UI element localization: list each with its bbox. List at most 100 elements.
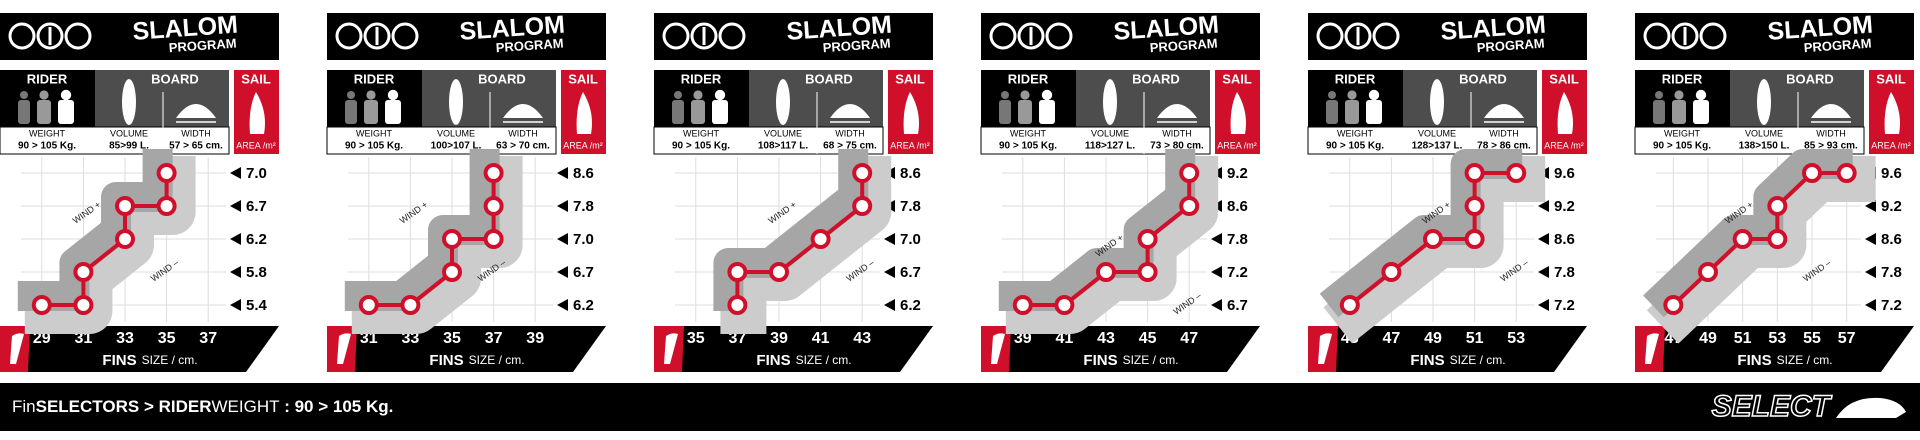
fin-logo (1318, 333, 1332, 364)
rider-icon (1326, 100, 1338, 124)
y-tick-label: 6.2 (900, 297, 921, 314)
width-value: 68 > 75 cm. (823, 141, 877, 152)
brand-icon (1836, 397, 1906, 418)
volume-value: 100>107 L. (431, 141, 482, 152)
x-tick-label: 49 (1424, 330, 1442, 347)
y-tick-label: 7.2 (1227, 264, 1248, 281)
width-label: WIDTH (508, 128, 538, 138)
board-label: BOARD (151, 71, 199, 86)
sail-icon (1557, 92, 1573, 134)
volume-value: 85>99 L. (109, 141, 149, 152)
x-tick-label: 41 (1056, 330, 1074, 347)
rider-icon (18, 100, 30, 124)
data-point (1054, 295, 1075, 315)
rider-icon (37, 100, 51, 124)
fin-logo (1645, 333, 1659, 364)
weight-label: WEIGHT (1337, 128, 1373, 138)
tick-marker (1211, 299, 1222, 311)
area-label: AREA /m² (236, 140, 276, 150)
logo-ring (363, 22, 391, 50)
width-value: 78 > 86 cm. (1477, 141, 1531, 152)
rider-label: RIDER (1662, 71, 1703, 86)
tick-marker (884, 266, 895, 278)
y-tick-label: 7.2 (1881, 297, 1902, 314)
data-point (1423, 229, 1443, 249)
y-tick-label: 7.2 (1554, 297, 1575, 314)
data-point (1339, 295, 1360, 315)
fins-bar (1001, 326, 1260, 372)
y-tick-label: 8.6 (1227, 198, 1248, 215)
data-point (1732, 229, 1753, 249)
footer-part: : 90 > 105 Kg. (280, 397, 394, 416)
y-tick-label: 7.8 (573, 198, 594, 215)
x-tick-label: 31 (360, 330, 378, 347)
fins-bar (347, 326, 606, 372)
rider-icon (60, 89, 72, 101)
annotation: WIND + (71, 199, 103, 225)
data-point (1506, 163, 1527, 183)
weight-label: WEIGHT (1664, 128, 1700, 138)
data-point (1096, 262, 1116, 282)
data-point (769, 262, 789, 282)
logo-ring (690, 22, 718, 50)
logo-ring (335, 22, 363, 50)
data-point (1698, 262, 1718, 282)
x-axis-label: FINS SIZE / cm. (1737, 352, 1832, 369)
rider-icon (1347, 90, 1357, 100)
sail-icon (1230, 92, 1246, 134)
y-tick-label: 7.0 (246, 165, 267, 182)
tick-marker (884, 299, 895, 311)
data-point (115, 229, 135, 249)
rider-icon (674, 91, 682, 99)
x-axis-label-main: FINS (102, 352, 136, 369)
tick-marker (557, 233, 568, 245)
x-axis-label-main: FINS (1410, 352, 1444, 369)
rider-label: RIDER (681, 71, 722, 86)
rider-icon (387, 89, 399, 101)
x-tick-label: 51 (1466, 330, 1484, 347)
x-tick-label: 45 (1139, 330, 1157, 347)
board-label: BOARD (478, 71, 526, 86)
data-point (73, 295, 94, 315)
width-value: 85 > 93 cm. (1804, 141, 1858, 152)
data-point (442, 262, 462, 282)
x-axis-label-main: FINS (756, 352, 790, 369)
data-point (1137, 262, 1158, 282)
rider-icon (1041, 89, 1053, 101)
x-tick-label: 31 (75, 330, 93, 347)
width-icon (830, 104, 870, 118)
x-tick-label: 35 (687, 330, 705, 347)
x-axis-label: FINS SIZE / cm. (756, 352, 851, 369)
data-point (442, 229, 462, 249)
width-label: WIDTH (1489, 128, 1519, 138)
footer-text: FinSELECTORS > RIDERWEIGHT : 90 > 105 Kg… (12, 397, 393, 416)
x-tick-label: 43 (853, 330, 871, 347)
x-axis-label: FINS SIZE / cm. (429, 352, 524, 369)
data-point (1464, 229, 1485, 249)
y-tick-label: 8.6 (573, 165, 594, 182)
data-point (1663, 295, 1684, 315)
header-strip (0, 126, 230, 155)
footer-bar (0, 383, 1920, 431)
y-tick-label: 6.2 (246, 231, 267, 248)
tick-marker (557, 200, 568, 212)
x-axis-label-unit: SIZE / cm. (796, 353, 852, 367)
rider-icon (1366, 100, 1382, 124)
x-axis-label: FINS SIZE / cm. (1083, 352, 1178, 369)
rider-icon (672, 100, 684, 124)
data-point (483, 196, 504, 216)
board-icon (1103, 79, 1117, 125)
data-point (1464, 196, 1485, 216)
tick-marker (557, 167, 568, 179)
chart-subtitle: PROGRAM (168, 36, 237, 56)
x-axis-label-unit: SIZE / cm. (142, 353, 198, 367)
rider-icon (714, 89, 726, 101)
x-tick-label: 37 (485, 330, 503, 347)
y-tick-label: 7.8 (900, 198, 921, 215)
logo-ring (391, 22, 419, 50)
rider-icon (1018, 100, 1032, 124)
y-tick-label: 6.7 (1227, 297, 1248, 314)
data-point (115, 196, 135, 216)
rider-icon (1674, 90, 1684, 100)
x-tick-label: 47 (1180, 330, 1198, 347)
